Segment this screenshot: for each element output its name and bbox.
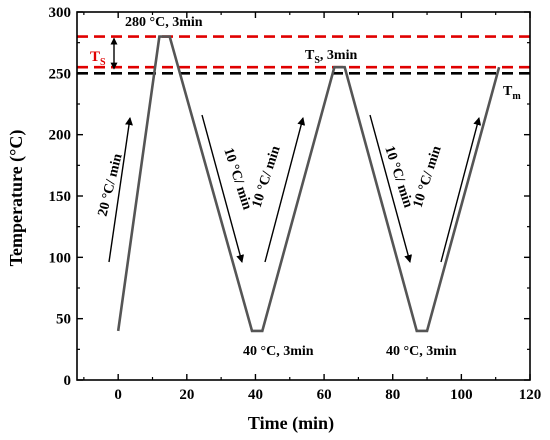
annotation-rate-heat-3: 10 °C/ min [411,144,445,210]
annotation-rate-heat-1: 20 °C/ min [96,152,126,218]
annotation-tm-letter: T [503,84,513,99]
annotation-ts-tail: , 3min [320,48,358,63]
y-tick-label-0: 0 [64,373,72,389]
annotation-ts-range-letter: T [90,49,100,65]
annotation-ts-letter: T [305,48,315,63]
annotation-low-hold-2: 40 °C, 3min [386,344,457,359]
rate-arrow-heat-3 [440,117,482,263]
x-tick-label-20: 20 [179,387,194,403]
annotation-ts-subscript: S [314,55,320,66]
series-layer [116,35,501,333]
rate-arrow-cool-2 [369,114,413,263]
axes: 0 20 40 60 80 100 120 0 50 100 150 200 250 300 [49,5,542,403]
rate-arrow-heat-1 [108,117,133,263]
rate-arrows [108,37,482,263]
y-tick-label-50: 50 [56,312,71,328]
annotation-rate-heat-2: 10 °C/ min [250,144,284,210]
x-axis-title: Time (min) [248,413,334,434]
annotation-low-hold-1: 40 °C, 3min [243,344,314,359]
rate-arrow-cool-1 [201,114,245,263]
x-tick-label-0: 0 [114,387,122,403]
y-axis-title: Temperature (°C) [6,130,27,267]
reference-lines [77,35,530,75]
annotation-tm: Tm [503,84,521,102]
series-line-0 [116,35,501,333]
x-tick-label-120: 120 [519,387,542,403]
annotation-ts-range: TS [90,49,106,68]
x-tick-label-100: 100 [450,387,473,403]
y-tick-label-200: 200 [49,128,72,144]
y-tick-label-250: 250 [49,66,72,82]
y-tick-label-100: 100 [49,250,72,266]
x-tick-label-60: 60 [317,387,332,403]
annotation-peak-280: 280 °C, 3min [125,15,203,30]
x-tick-label-40: 40 [248,387,263,403]
rate-arrow-heat-2 [264,117,306,263]
annotation-tm-subscript: m [512,91,521,102]
y-tick-label-300: 300 [49,5,72,21]
x-tick-label-80: 80 [385,387,400,403]
annotation-ts-range-subscript: S [100,57,106,68]
annotation-ts-hold: TS, 3min [305,48,357,66]
y-tick-label-150: 150 [49,189,72,205]
